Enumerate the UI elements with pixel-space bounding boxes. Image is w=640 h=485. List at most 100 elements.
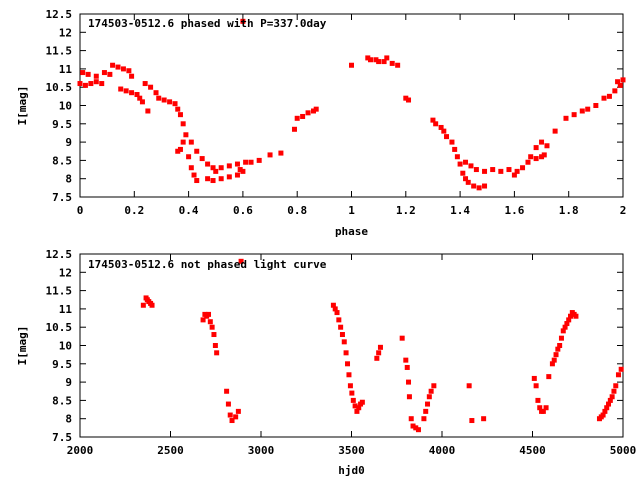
y-tick-label: 11.5 <box>46 45 73 58</box>
x-tick-label: 1.2 <box>396 204 416 217</box>
chart-title: 174503-0512.6 not phased light curve <box>88 258 327 271</box>
data-point <box>615 372 621 378</box>
data-point <box>149 302 155 308</box>
data-point <box>225 401 231 407</box>
data-point <box>560 328 566 334</box>
data-point <box>506 167 512 173</box>
data-point <box>469 418 475 424</box>
data-point <box>471 183 477 189</box>
data-point <box>373 57 379 63</box>
x-tick-label: 0.2 <box>124 204 144 217</box>
data-point <box>606 93 612 99</box>
x-tick-label: 2000 <box>67 444 94 457</box>
data-point <box>365 55 371 61</box>
data-point <box>430 117 436 123</box>
data-point <box>413 425 419 431</box>
data-point <box>243 159 249 165</box>
data-point <box>585 106 591 112</box>
data-point <box>612 88 618 94</box>
data-point <box>338 324 344 330</box>
data-point <box>428 388 434 394</box>
x-tick-label: 3500 <box>338 444 365 457</box>
data-point <box>177 112 183 118</box>
y-tick-label: 12.5 <box>46 248 73 261</box>
data-point <box>148 84 154 90</box>
data-point <box>539 154 545 160</box>
data-point <box>205 176 211 182</box>
data-point <box>525 159 531 165</box>
data-point <box>235 408 241 414</box>
data-point <box>209 324 215 330</box>
data-point <box>423 408 429 414</box>
data-point <box>617 82 623 88</box>
data-point <box>438 124 444 130</box>
data-point <box>134 92 140 98</box>
data-point <box>421 416 427 422</box>
data-point <box>468 163 474 169</box>
data-point <box>389 60 395 66</box>
data-point <box>376 59 382 65</box>
data-point <box>511 172 517 178</box>
data-point <box>205 161 211 167</box>
data-point <box>180 121 186 127</box>
data-point <box>142 81 148 87</box>
data-point <box>334 310 340 316</box>
data-point <box>368 57 374 63</box>
data-point <box>93 73 99 79</box>
data-point <box>294 115 300 121</box>
data-point <box>129 90 135 96</box>
data-point <box>256 157 262 163</box>
data-point <box>80 70 86 76</box>
data-point <box>107 71 113 77</box>
data-point <box>180 139 186 145</box>
y-tick-label: 9 <box>65 136 72 149</box>
data-point <box>211 332 217 338</box>
data-point <box>115 64 121 70</box>
data-point <box>347 383 353 389</box>
y-tick-label: 9 <box>65 376 72 389</box>
y-tick-label: 12 <box>59 26 72 39</box>
data-point <box>384 55 390 61</box>
data-point <box>535 397 541 403</box>
data-point <box>341 339 347 345</box>
y-tick-label: 11 <box>59 63 73 76</box>
data-point <box>463 176 469 182</box>
data-point <box>607 397 613 403</box>
data-point <box>354 408 360 414</box>
data-point <box>460 170 466 176</box>
data-point <box>537 405 543 411</box>
data-point <box>426 394 432 400</box>
data-point <box>602 408 608 414</box>
data-point <box>425 401 431 407</box>
data-point <box>227 412 233 418</box>
data-point <box>313 106 319 112</box>
x-tick-label: 0.8 <box>287 204 307 217</box>
data-point <box>77 81 83 87</box>
data-point <box>564 321 570 327</box>
data-point <box>600 412 606 418</box>
y-axis-label: I[mag] <box>16 326 29 366</box>
data-point <box>175 106 181 112</box>
data-point <box>533 383 539 389</box>
data-point <box>233 414 239 420</box>
data-point <box>444 134 450 140</box>
data-point <box>528 154 534 160</box>
chart-title: 174503-0512.6 phased with P=337.0day <box>88 17 327 30</box>
data-point <box>463 159 469 165</box>
x-tick-label: 4000 <box>429 444 456 457</box>
data-point <box>332 306 338 312</box>
data-point <box>145 108 151 114</box>
data-point <box>237 167 243 173</box>
data-point <box>218 176 224 182</box>
y-tick-label: 8 <box>65 173 72 186</box>
x-tick-label: 4500 <box>519 444 546 457</box>
data-point <box>248 159 254 165</box>
data-point <box>156 95 162 101</box>
y-tick-label: 8.5 <box>52 394 72 407</box>
x-tick-label: 1.6 <box>504 204 524 217</box>
data-point <box>82 82 88 88</box>
data-point <box>177 146 183 152</box>
data-point <box>441 128 447 134</box>
data-point <box>615 79 621 85</box>
